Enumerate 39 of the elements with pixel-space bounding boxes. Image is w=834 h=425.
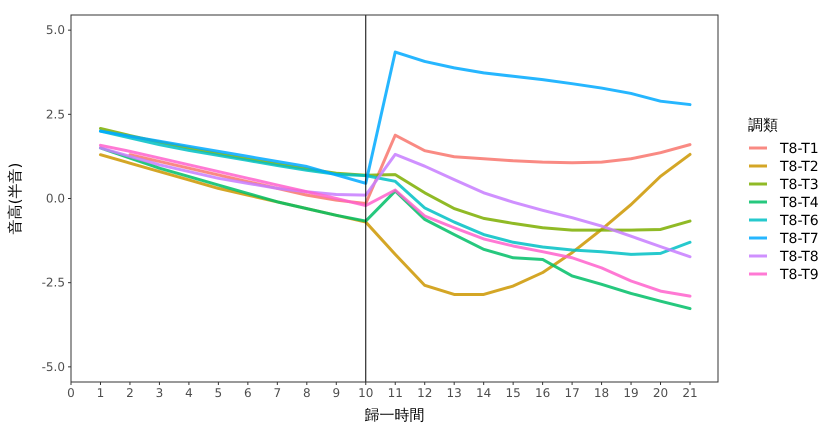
x-tick-label: 11 <box>388 386 403 400</box>
x-tick-label: 16 <box>534 386 550 400</box>
x-tick-label: 5 <box>214 386 222 400</box>
line-series <box>98 50 692 185</box>
x-tick-label: 17 <box>564 386 580 400</box>
x-tick-label: 7 <box>274 386 282 400</box>
x-tick-label: 13 <box>446 386 462 400</box>
legend-title: 調類 <box>748 116 778 134</box>
x-tick-label: 1 <box>96 386 104 400</box>
legend-label: T8-T6 <box>779 213 819 229</box>
y-tick-label: 5.0 <box>46 23 65 38</box>
legend-label: T8-T3 <box>779 177 819 193</box>
y-axis-title: 音高(半音) <box>6 162 24 234</box>
x-tick-label: 0 <box>67 386 75 400</box>
y-tick-label: 2.5 <box>46 107 65 122</box>
x-tick-label: 15 <box>506 386 521 400</box>
legend-label: T8-T2 <box>779 159 819 175</box>
x-tick-label: 21 <box>682 386 698 400</box>
x-tick-label: 8 <box>302 386 311 400</box>
legend-label: T8-T9 <box>779 267 819 283</box>
x-tick-label: 14 <box>476 386 492 400</box>
x-tick-label: 9 <box>332 386 340 400</box>
y-tick-label: 0.0 <box>46 192 65 206</box>
x-tick-label: 18 <box>594 386 610 400</box>
x-tick-label: 10 <box>358 386 374 400</box>
legend-label: T8-T4 <box>779 195 819 211</box>
legend-label: T8-T1 <box>779 141 819 157</box>
legend-label: T8-T8 <box>779 249 819 265</box>
x-tick-label: 19 <box>623 386 639 400</box>
x-axis-title: 歸一時間 <box>364 406 424 424</box>
x-tick-label: 6 <box>244 386 252 400</box>
x-tick-label: 12 <box>417 386 432 400</box>
y-tick-label: -5.0 <box>42 360 65 374</box>
x-tick-label: 3 <box>156 386 164 400</box>
y-tick-label: -2.5 <box>42 276 65 290</box>
x-tick-label: 4 <box>185 386 193 400</box>
x-tick-label: 2 <box>126 386 134 400</box>
legend-label: T8-T7 <box>779 231 819 247</box>
x-tick-label: 20 <box>652 386 668 400</box>
